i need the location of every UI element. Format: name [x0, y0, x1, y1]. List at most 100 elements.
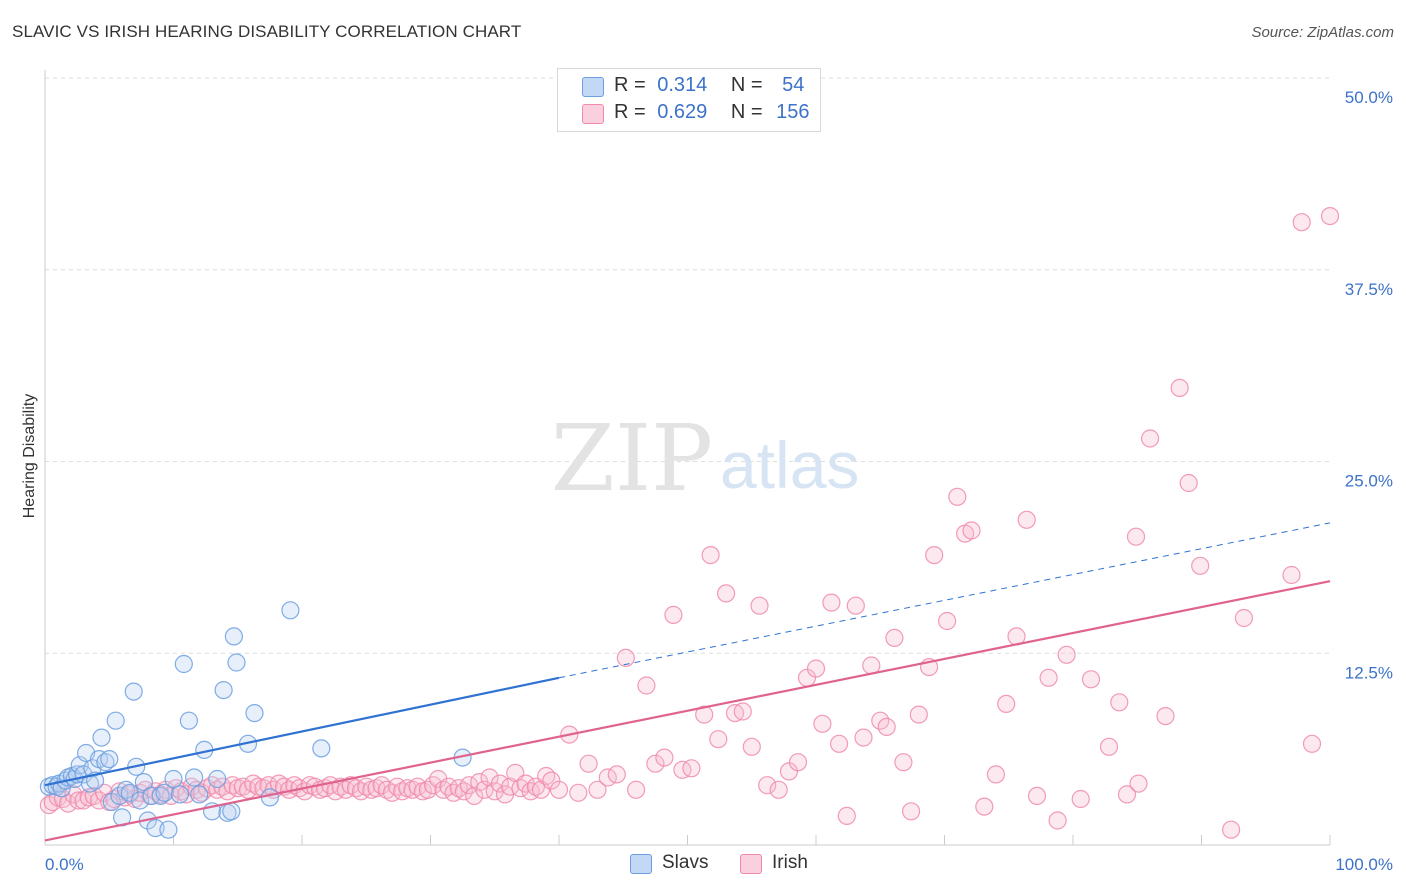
irish-point-106 [616, 648, 635, 668]
irish-point-149 [997, 694, 1016, 714]
slavs-point-40 [185, 768, 204, 787]
slavs-r-value: 0.314 [657, 74, 708, 96]
slavs-point-41 [190, 785, 209, 804]
irish-point-157 [1081, 670, 1101, 689]
irish-point-160 [1117, 785, 1137, 804]
bottom-irish-swatch [740, 854, 762, 874]
slavs-point-44 [208, 769, 227, 789]
bottom-irish-label: Irish [772, 852, 808, 873]
irish-point-59 [341, 776, 360, 795]
irish-point-152 [1027, 786, 1047, 806]
irish-point-88 [490, 774, 509, 793]
slavs-point-28 [131, 791, 150, 810]
irish-point-128 [813, 714, 832, 733]
slavs-point-45 [214, 680, 233, 700]
irish-point-77 [434, 780, 453, 799]
axis-labels: 12.5% 25.0% 37.5% 50.0% 0.0% 100.0% Hearing Di… [21, 88, 1393, 874]
irish-point-40 [244, 774, 263, 793]
y-axis-label: Hearing Disability [21, 394, 38, 519]
y-tick-label-1: 25.0% [1345, 472, 1393, 491]
slavs-point-54 [312, 739, 331, 758]
slavs-swatch [582, 77, 604, 97]
irish-point-114 [695, 705, 714, 724]
irish-point-151 [1017, 510, 1036, 529]
irish-point-80 [449, 779, 468, 798]
irish-point-18 [131, 783, 150, 802]
y-tick-label-3: 50.0% [1345, 88, 1393, 107]
trend-lines [44, 522, 1331, 842]
irish-point-66 [377, 780, 396, 799]
slavs-point-29 [134, 772, 153, 792]
irish-point-168 [1221, 820, 1241, 839]
irish-point-154 [1048, 811, 1067, 830]
slavs-point-47 [222, 802, 241, 821]
irish-point-156 [1071, 789, 1090, 809]
x-tick-label-max: 100.0% [1335, 855, 1393, 874]
irish-point-86 [480, 768, 499, 787]
irish-point-166 [1179, 473, 1198, 493]
slavs-point-36 [164, 769, 183, 789]
irish-point-173 [1320, 207, 1340, 226]
slavs-point-51 [245, 703, 264, 723]
irish-point-116 [709, 730, 728, 749]
irish-point-38 [233, 777, 252, 796]
irish-point-142 [925, 545, 944, 565]
stats-legend: R = 0.314 N = 54 R = 0.629 N = 156 [557, 68, 821, 132]
slavs-point-19 [100, 749, 119, 769]
irish-point-167 [1191, 556, 1210, 575]
irish-r-label: R = [614, 101, 646, 123]
irish-point-163 [1140, 429, 1160, 448]
irish-point-96 [531, 780, 551, 799]
y-tick-label-0: 12.5% [1345, 663, 1393, 682]
bottom-slavs-swatch [630, 854, 652, 874]
irish-point-108 [637, 676, 656, 695]
slavs-n-value: 54 [782, 74, 805, 96]
irish-point-99 [549, 780, 569, 799]
irish-point-11 [94, 783, 114, 802]
bottom-slavs-label: Slavs [662, 852, 709, 873]
watermark: ZIP atlas [551, 405, 860, 512]
slavs-point-48 [224, 627, 243, 646]
y-tick-label-2: 37.5% [1345, 280, 1393, 299]
irish-point-159 [1110, 693, 1129, 712]
irish-point-131 [837, 806, 856, 826]
slavs-trend-extension [558, 522, 1331, 679]
irish-point-101 [569, 783, 588, 802]
irish-point-123 [769, 780, 788, 799]
irish-point-162 [1129, 774, 1148, 793]
slavs-point-35 [159, 820, 178, 839]
irish-point-115 [701, 545, 720, 565]
irish-n-label: N = [730, 101, 763, 123]
slavs-point-21 [106, 711, 125, 730]
irish-point-122 [758, 776, 777, 795]
irish-point-4 [58, 794, 78, 813]
slavs-n-label: N = [730, 74, 763, 96]
irish-point-148 [986, 765, 1006, 784]
slavs-point-34 [155, 783, 174, 802]
irish-point-146 [962, 521, 981, 540]
irish-trend-line [44, 580, 1331, 842]
slavs-points [39, 601, 472, 839]
irish-point-113 [682, 759, 701, 778]
irish-point-147 [975, 797, 994, 816]
slavs-point-53 [281, 601, 300, 620]
irish-point-139 [901, 802, 921, 821]
irish-point-129 [822, 593, 841, 612]
irish-point-7 [74, 791, 93, 810]
slavs-r-label: R = [614, 74, 646, 96]
irish-point-155 [1057, 645, 1076, 664]
irish-point-138 [894, 753, 913, 772]
irish-point-140 [909, 705, 928, 724]
irish-swatch [582, 104, 604, 124]
slavs-point-49 [227, 653, 246, 672]
irish-point-121 [750, 596, 769, 615]
source-label: Source: ZipAtlas.com [1251, 24, 1394, 41]
irish-point-164 [1156, 706, 1175, 726]
irish-point-117 [716, 584, 736, 603]
slavs-point-26 [124, 682, 143, 701]
irish-r-value: 0.629 [657, 101, 708, 123]
irish-point-125 [788, 753, 808, 772]
irish-point-83 [465, 786, 484, 806]
watermark-zip: ZIP [551, 405, 713, 512]
